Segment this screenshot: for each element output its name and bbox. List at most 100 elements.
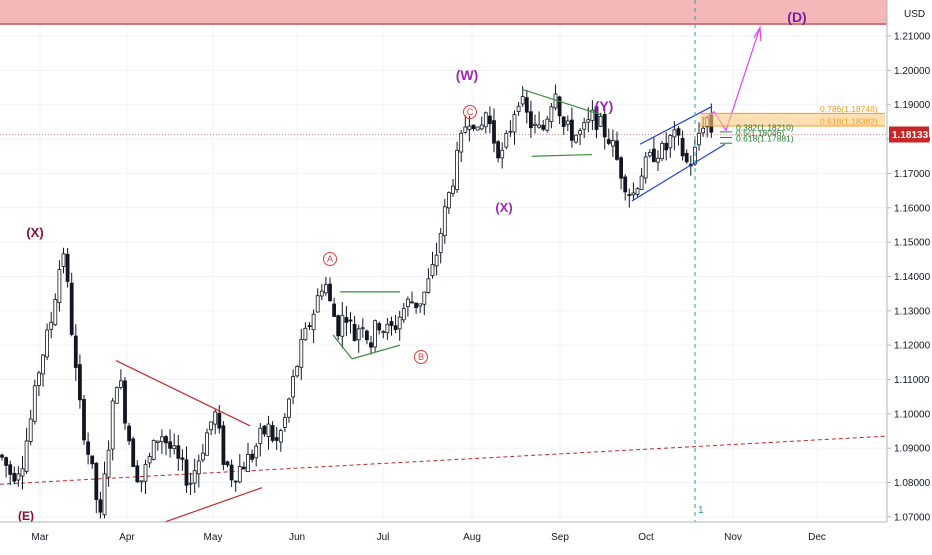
candle-up [49,321,54,330]
candle-down [98,499,103,513]
price-tick-label: 1.19000 [894,100,931,111]
price-tick-label: 1.07000 [894,512,931,523]
triangle-green-left [332,334,353,360]
candle-up [397,316,402,330]
candle-down [344,317,349,323]
candle-down [135,465,140,483]
candle-up [61,253,66,267]
candle-up [311,313,316,331]
candle-up [520,96,525,105]
candle-up [455,149,460,190]
candle-up [639,175,644,190]
candle-up [701,127,705,134]
arrow-head [753,25,762,42]
candle-down [492,120,496,144]
candle-down [561,116,566,127]
candle-up [574,134,578,143]
pattern-drawings [115,25,762,525]
candle-up [549,106,554,122]
candle-up [110,400,115,450]
time-tick-label: Jul [377,532,390,543]
candle-up [647,151,652,157]
time-tick-label: Jun [289,532,305,543]
candle-up [463,126,468,133]
candle-up [438,233,443,253]
price-tick-label: 1.13000 [894,306,931,317]
candle-down [619,157,623,179]
candle-down [369,342,373,348]
candle-up [668,134,673,149]
candle-up [635,188,640,195]
candle-up [611,140,615,147]
candle-up [196,460,201,475]
time-tick-label: Oct [638,532,654,543]
candle-down [377,323,382,331]
triangle-green-bottom [351,344,401,360]
triangle-green-top-2 [521,88,603,116]
candle-up [356,328,361,341]
candle-up [479,124,484,130]
time-axis-background [0,522,932,550]
candle-up [278,430,283,443]
candle-up [303,327,308,341]
candle-up [159,436,164,442]
candle-up [533,123,537,126]
candle-down [82,399,86,441]
candle-down [487,115,492,125]
wave-label: (X) [495,200,512,215]
candle-down [12,472,17,482]
candle-up [200,452,205,461]
candle-down [602,114,607,138]
candle-up [299,338,304,368]
candle-up [119,380,123,388]
candle-down [627,194,632,196]
candle-up [586,119,591,123]
candle-up [508,130,513,133]
currency-label: USD [904,9,925,20]
candle-up [422,291,427,305]
fib-level-label: 0.618(1.17881) [736,134,794,144]
candle-up [106,449,111,478]
candle-down [184,459,189,486]
price-axis[interactable]: 1.07000 1.08000 1.09000 1.10000 1.11000 1.120… [887,32,931,524]
candle-up [697,132,701,146]
candle-up [258,427,263,444]
price-axis-background [887,0,932,550]
candle-up [451,185,455,194]
time-tick-label: May [204,532,223,543]
candle-down [262,425,267,435]
candle-down [389,321,394,326]
wave-label-circle [414,350,428,364]
candle-down [229,464,234,481]
candle-down [615,140,619,160]
fib-level-label: 0.382(1.18210) [736,122,794,132]
candle-down [496,141,501,159]
candle-up [512,114,517,133]
time-tick-label: Sep [551,532,569,543]
candle-down [225,461,230,466]
candle-up [598,116,603,127]
wave-label-circle [463,105,477,119]
candle-down [65,253,70,282]
candle-down [352,323,357,342]
candle-down [684,152,689,163]
candle-up [45,329,49,358]
candle-up [475,126,480,131]
time-axis[interactable]: Mar Apr May Jun Jul Aug Sep Oct Nov Dec [31,532,826,543]
candle-down [73,335,78,368]
candle-up [656,157,660,163]
candle-down [328,283,332,302]
fib-level-label: 0.5(1.18046) [736,128,784,138]
wave-label: (E) [18,509,34,523]
candle-up [254,445,259,459]
candle-up [323,284,328,294]
candle-up [53,299,58,326]
candle-up [172,445,177,450]
candle-down [90,455,95,465]
candle-up [209,421,214,431]
candle-down [164,436,168,444]
triangle-green-bottom-2 [531,153,593,157]
candle-up [16,473,21,481]
